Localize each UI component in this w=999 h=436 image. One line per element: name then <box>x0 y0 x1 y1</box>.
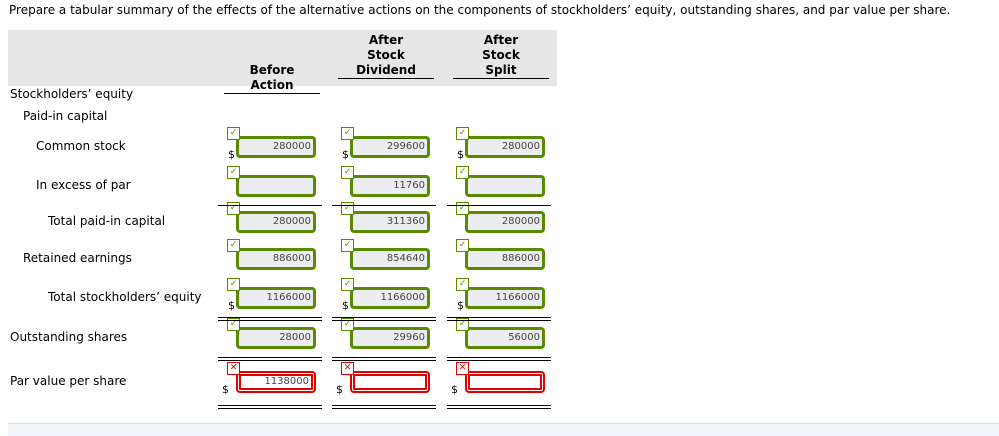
check-icon: ✓ <box>227 278 240 291</box>
total-double-line <box>218 317 322 321</box>
row-label: In excess of par <box>36 178 131 192</box>
check-icon: ✓ <box>456 278 469 291</box>
answer-input[interactable]: 886000 <box>465 248 545 270</box>
total-double-line <box>332 357 436 361</box>
total-double-line <box>332 405 436 409</box>
subtotal-line <box>218 205 322 206</box>
check-icon: ✓ <box>341 239 354 252</box>
row-label: Common stock <box>36 139 126 153</box>
check-icon: ✓ <box>341 278 354 291</box>
row-label: Retained earnings <box>23 251 132 265</box>
row-label: Total paid-in capital <box>48 214 166 228</box>
check-icon: ✓ <box>227 166 240 179</box>
dollar-sign: $ <box>457 299 464 312</box>
answer-input[interactable]: 1138000 <box>236 371 316 393</box>
answer-input[interactable]: 311360 <box>350 211 430 233</box>
check-icon: ✓ <box>341 318 354 331</box>
dollar-sign: $ <box>228 299 235 312</box>
check-icon: ✓ <box>341 166 354 179</box>
answer-input[interactable] <box>465 175 545 197</box>
dollar-sign: $ <box>222 383 229 396</box>
instructions: Prepare a tabular summary of the effects… <box>9 3 951 17</box>
row-label: Outstanding shares <box>10 330 128 344</box>
bottom-panel <box>8 423 999 436</box>
answer-input[interactable]: 886000 <box>236 248 316 270</box>
check-icon: ✓ <box>341 202 354 215</box>
check-icon: ✓ <box>456 202 469 215</box>
answer-input[interactable]: 280000 <box>465 136 545 158</box>
answer-input[interactable] <box>350 371 430 393</box>
check-icon: ✓ <box>227 239 240 252</box>
answer-input[interactable]: 854640 <box>350 248 430 270</box>
answer-input[interactable]: 28000 <box>236 327 316 349</box>
dollar-sign: $ <box>336 383 343 396</box>
dollar-sign: $ <box>228 148 235 161</box>
answer-input[interactable]: 280000 <box>465 211 545 233</box>
answer-input[interactable]: 29960 <box>350 327 430 349</box>
x-icon: ✕ <box>341 362 354 375</box>
answer-input[interactable] <box>236 175 316 197</box>
answer-input[interactable]: 280000 <box>236 136 316 158</box>
dollar-sign: $ <box>342 148 349 161</box>
answer-input[interactable]: 1166000 <box>465 287 545 309</box>
x-icon: ✕ <box>227 362 240 375</box>
dollar-sign: $ <box>457 148 464 161</box>
answer-input[interactable]: 11760 <box>350 175 430 197</box>
check-icon: ✓ <box>456 239 469 252</box>
dollar-sign: $ <box>451 383 458 396</box>
answer-input[interactable]: 1166000 <box>350 287 430 309</box>
total-double-line <box>447 357 551 361</box>
total-double-line <box>447 317 551 321</box>
total-double-line <box>332 317 436 321</box>
check-icon: ✓ <box>227 202 240 215</box>
check-icon: ✓ <box>227 318 240 331</box>
check-icon: ✓ <box>456 318 469 331</box>
table-header <box>8 30 557 86</box>
total-double-line <box>447 405 551 409</box>
row-label: Par value per share <box>10 374 127 388</box>
answer-input[interactable]: 299600 <box>350 136 430 158</box>
subtotal-line <box>447 205 551 206</box>
column-header: After Stock Dividend <box>336 33 436 79</box>
row-label: Total stockholders’ equity <box>48 290 202 304</box>
total-double-line <box>218 405 322 409</box>
answer-input[interactable]: 1166000 <box>236 287 316 309</box>
check-icon: ✓ <box>456 127 469 140</box>
check-icon: ✓ <box>227 127 240 140</box>
row-label: Stockholders’ equity <box>10 87 134 101</box>
row-label: Paid-in capital <box>23 109 108 123</box>
column-header: Before Action <box>222 33 322 94</box>
dollar-sign: $ <box>342 299 349 312</box>
column-header: After Stock Split <box>451 33 551 79</box>
check-icon: ✓ <box>341 127 354 140</box>
total-double-line <box>218 357 322 361</box>
subtotal-line <box>332 205 436 206</box>
check-icon: ✓ <box>456 166 469 179</box>
answer-input[interactable]: 56000 <box>465 327 545 349</box>
answer-input[interactable]: 280000 <box>236 211 316 233</box>
answer-input[interactable] <box>465 371 545 393</box>
x-icon: ✕ <box>456 362 469 375</box>
